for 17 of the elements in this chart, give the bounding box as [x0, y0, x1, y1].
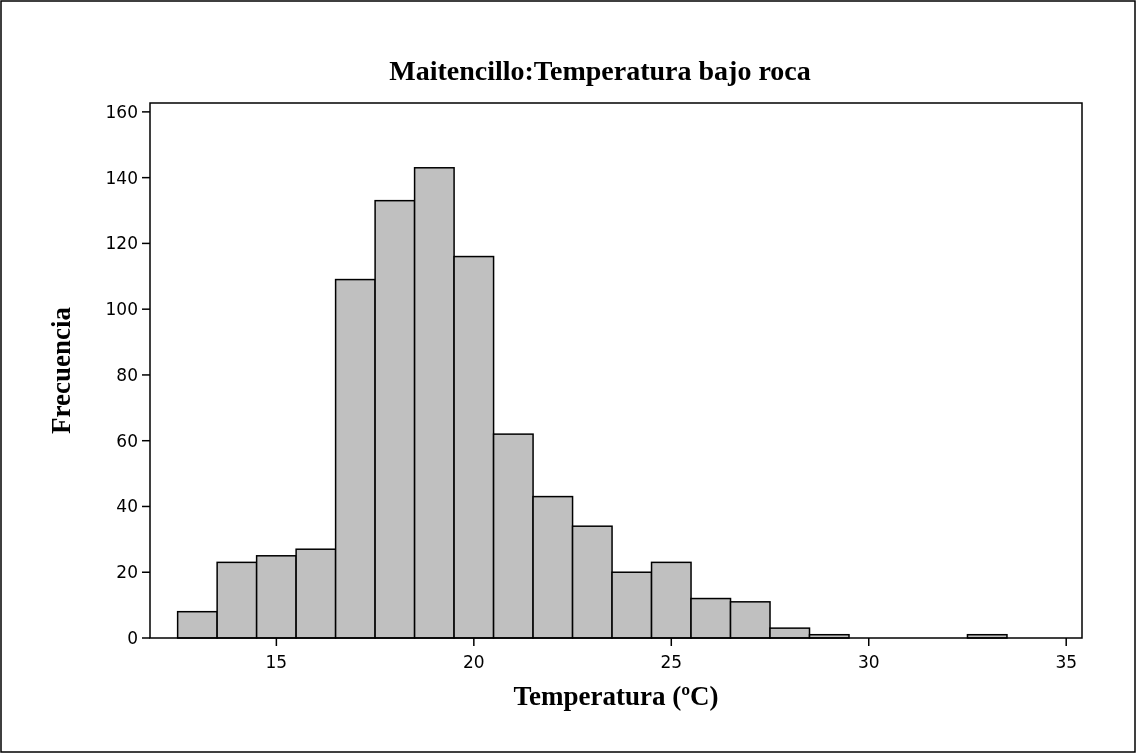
x-tick-label: 30	[857, 652, 880, 672]
x-tick-label: 20	[463, 652, 485, 672]
y-tick-label: 140	[105, 167, 138, 188]
y-tick-label: 40	[116, 496, 138, 517]
x-tick-label: 25	[660, 652, 683, 672]
y-tick-label: 60	[116, 430, 138, 451]
x-tick-label: 35	[1055, 652, 1078, 672]
y-tick-label: 20	[116, 562, 138, 583]
y-tick-label: 100	[105, 299, 138, 320]
y-tick-label: 160	[105, 101, 138, 122]
y-tick-label: 80	[116, 364, 138, 385]
chart-title: Maitencillo:Temperatura bajo roca	[389, 55, 811, 86]
x-tick-label: 15	[265, 652, 288, 672]
y-axis-title: Frecuencia	[46, 306, 76, 434]
y-tick-label: 0	[127, 627, 138, 648]
y-tick-label: 120	[105, 233, 138, 254]
x-axis-title: Temperatura (ºC)	[513, 681, 719, 711]
